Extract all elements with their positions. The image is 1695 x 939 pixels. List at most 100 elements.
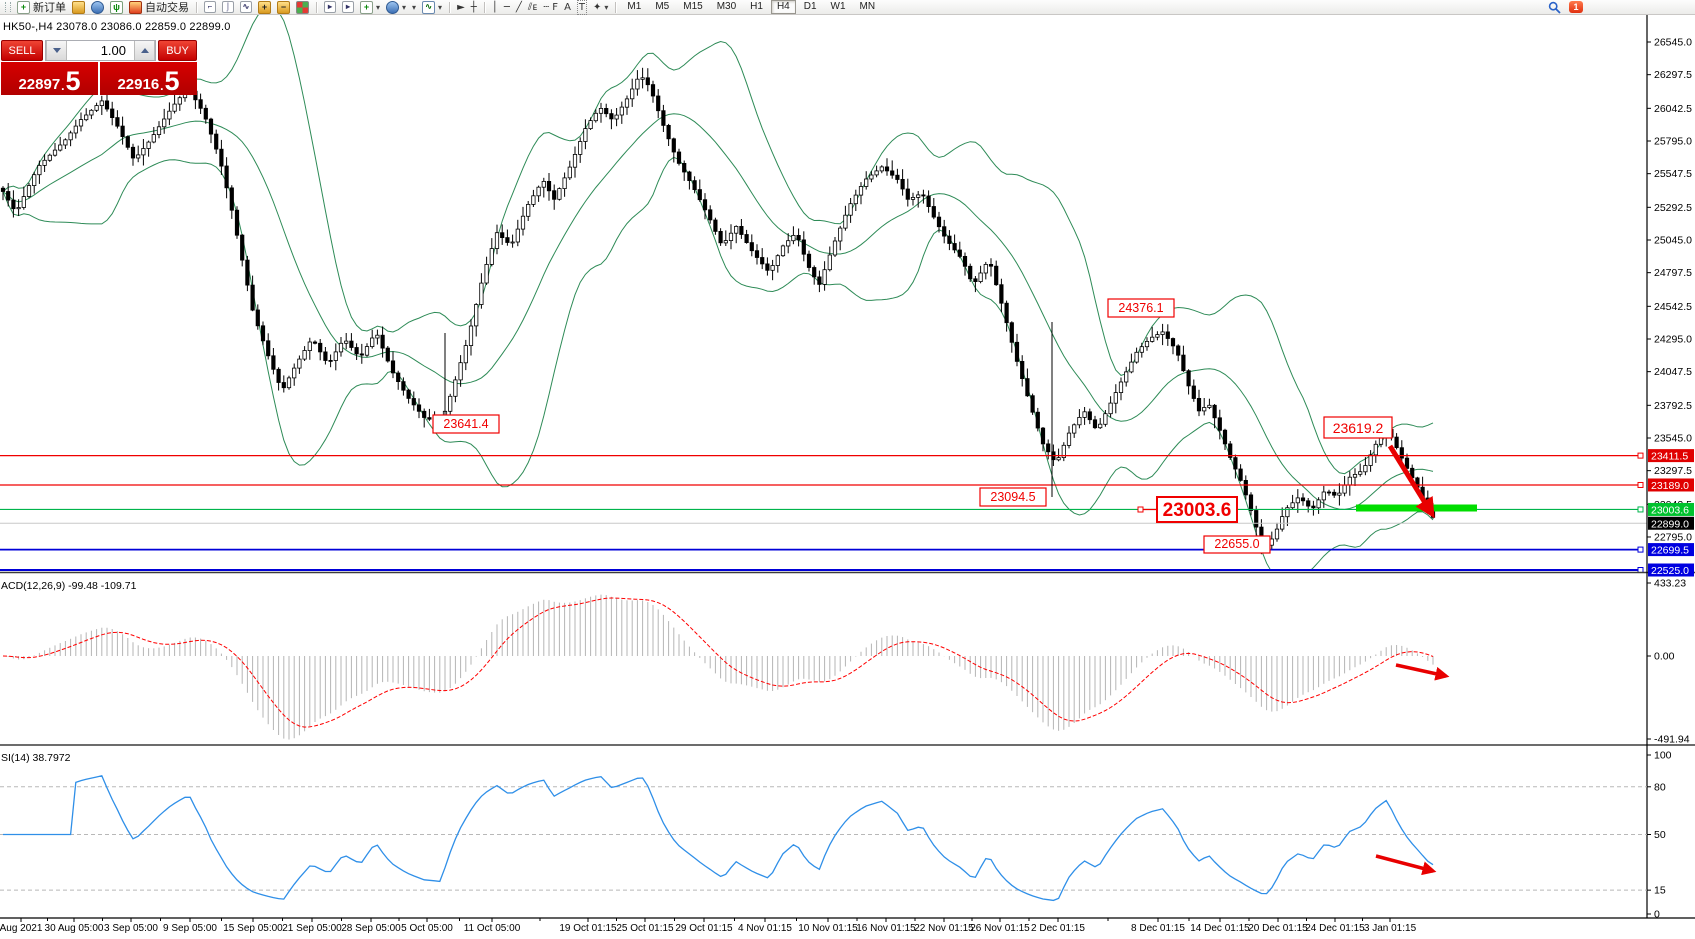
tf-button-m15[interactable]: M15 — [683, 1, 703, 12]
new-order-label: 新订单 — [33, 2, 66, 14]
axis-price-badge-text: 23411.5 — [1651, 451, 1688, 463]
toolbar-grip[interactable] — [5, 2, 11, 12]
sell-price-fraction: 5 — [65, 66, 81, 97]
time-label: 21 Sep 05:00 — [282, 923, 342, 934]
time-label: Aug 2021 — [0, 923, 43, 934]
time-label: 11 Oct 05:00 — [464, 923, 521, 934]
sell-price: 22897 — [18, 75, 61, 93]
text-tool-button[interactable]: A — [561, 1, 574, 14]
text-label-icon: T — [576, 0, 588, 15]
callout-text: 23619.2 — [1333, 420, 1384, 436]
time-label: 10 Nov 01:15 — [798, 923, 858, 934]
hline-handle[interactable] — [1637, 481, 1644, 488]
hline-handle[interactable] — [1637, 506, 1644, 513]
time-label: 29 Oct 01:15 — [675, 923, 733, 934]
notification-badge: 1 — [1573, 2, 1579, 12]
dropdown-caret-icon: ▾ — [412, 2, 417, 12]
tile-windows-button[interactable] — [293, 0, 312, 14]
tf-button-h1[interactable]: H1 — [750, 1, 763, 12]
equidistant-channel-tool-button[interactable]: ⫽ᴇ — [525, 1, 540, 14]
time-label: 2 Dec 01:15 — [1031, 923, 1085, 934]
buy-price-panel[interactable]: 22916 . 5 — [100, 62, 197, 95]
charts-layout-button[interactable] — [69, 0, 88, 14]
dropdown-caret-icon: ▾ — [402, 2, 407, 12]
tf-button-m1[interactable]: M1 — [627, 1, 642, 12]
red-arrow — [1395, 663, 1450, 681]
callout-box[interactable] — [432, 414, 500, 434]
time-label: 30 Aug 05:00 — [45, 923, 104, 934]
callout-box[interactable] — [1107, 298, 1175, 318]
bollinger-bands — [2, 15, 1434, 571]
callout-box[interactable] — [1156, 496, 1238, 523]
volume-increase-button[interactable] — [134, 41, 155, 60]
callout-text: 22655.0 — [1214, 537, 1259, 551]
cursor-tool-button[interactable]: ► — [454, 1, 468, 14]
horizontal-line-icon: ─ — [503, 1, 510, 13]
bar-chart-button[interactable]: ⌐ — [201, 1, 219, 14]
clock-icon — [386, 0, 400, 14]
zoom-in-button[interactable]: + — [255, 0, 274, 14]
tf-button-m5[interactable]: M5 — [655, 1, 670, 12]
chart-shift-button[interactable]: ▸ — [339, 1, 357, 14]
volume-input[interactable]: 1.00 — [100, 43, 126, 58]
shapes-tool-button[interactable]: ✦ ▾ — [590, 1, 611, 14]
horizontal-line-tool-button[interactable]: ─ — [501, 1, 513, 14]
hline-handle[interactable] — [1637, 452, 1644, 459]
svg-text:24295.0: 24295.0 — [1654, 333, 1692, 345]
sell-price-panel[interactable]: 22897 . 5 — [1, 62, 100, 95]
zoom-out-button[interactable]: − — [274, 0, 293, 14]
red-arrow — [1387, 444, 1435, 519]
tf-button-mn[interactable]: MN — [859, 1, 876, 12]
time-label: 25 Oct 01:15 — [616, 923, 674, 934]
tf-button-d1[interactable]: D1 — [803, 1, 817, 12]
tf-button-h4[interactable]: H4 — [770, 0, 796, 14]
callout-box[interactable] — [1323, 416, 1393, 439]
annotation-arrows[interactable] — [1375, 444, 1450, 876]
cursor-icon: ► — [457, 1, 465, 13]
line-chart-button[interactable]: ∿ — [237, 1, 255, 14]
trendline-tool-button[interactable]: ╱ — [513, 1, 525, 14]
fibonacci-tool-button[interactable]: ┄ F — [540, 1, 561, 14]
crosshair-tool-button[interactable]: ┼ — [468, 1, 480, 14]
autotrading-button[interactable]: 自动交易 — [126, 0, 192, 14]
period-button[interactable]: ▾ — [383, 0, 409, 14]
vertical-line-icon: │ — [491, 1, 498, 13]
signals-button[interactable]: ψ — [107, 0, 126, 14]
fibonacci-letter: F — [552, 1, 559, 13]
auto-scroll-button[interactable]: ▸ — [321, 1, 339, 14]
zoom-in-icon: + — [258, 0, 271, 14]
volume-decrease-button[interactable] — [46, 41, 67, 60]
buy-price: 22916 — [117, 75, 160, 93]
trendline-icon: ╱ — [515, 1, 522, 13]
templates-button[interactable]: ▾ — [409, 1, 419, 14]
notifications-icon[interactable]: 1 — [1569, 1, 1583, 13]
hline-handle[interactable] — [1637, 546, 1644, 553]
sell-price-dot: . — [61, 79, 65, 93]
time-label: 9 Sep 05:00 — [163, 923, 217, 934]
svg-text:433.23: 433.23 — [1654, 578, 1686, 590]
callout-box[interactable] — [1203, 535, 1271, 554]
text-label-tool-button[interactable]: T — [574, 0, 590, 15]
axis-price-badge — [1648, 543, 1694, 557]
add-chart-button[interactable]: + ▾ — [357, 0, 383, 14]
zoom-out-icon: − — [277, 0, 290, 14]
tf-button-w1[interactable]: W1 — [830, 1, 846, 12]
support-highlight-segment[interactable] — [1356, 504, 1477, 512]
time-label: 22 Nov 01:15 — [914, 923, 974, 934]
svg-text:22795.0: 22795.0 — [1654, 531, 1692, 543]
indicators-button[interactable]: ∿ ▾ — [419, 0, 445, 14]
svg-text:26545.0: 26545.0 — [1654, 37, 1692, 49]
callout-box[interactable] — [979, 487, 1047, 507]
market-watch-icon — [91, 0, 104, 14]
search-icon[interactable] — [1548, 1, 1561, 14]
vertical-line-tool-button[interactable]: │ — [489, 1, 501, 14]
candlestick-chart-button[interactable]: ⌡ — [219, 1, 237, 14]
axis-price-badge-text: 23189.0 — [1651, 480, 1689, 492]
buy-button[interactable]: BUY — [158, 40, 197, 61]
sell-button[interactable]: SELL — [1, 40, 43, 61]
new-order-button[interactable]: + 新订单 — [14, 0, 69, 14]
autotrading-label: 自动交易 — [145, 2, 189, 14]
tf-button-m30[interactable]: M30 — [716, 1, 737, 12]
market-watch-button[interactable] — [88, 0, 107, 14]
